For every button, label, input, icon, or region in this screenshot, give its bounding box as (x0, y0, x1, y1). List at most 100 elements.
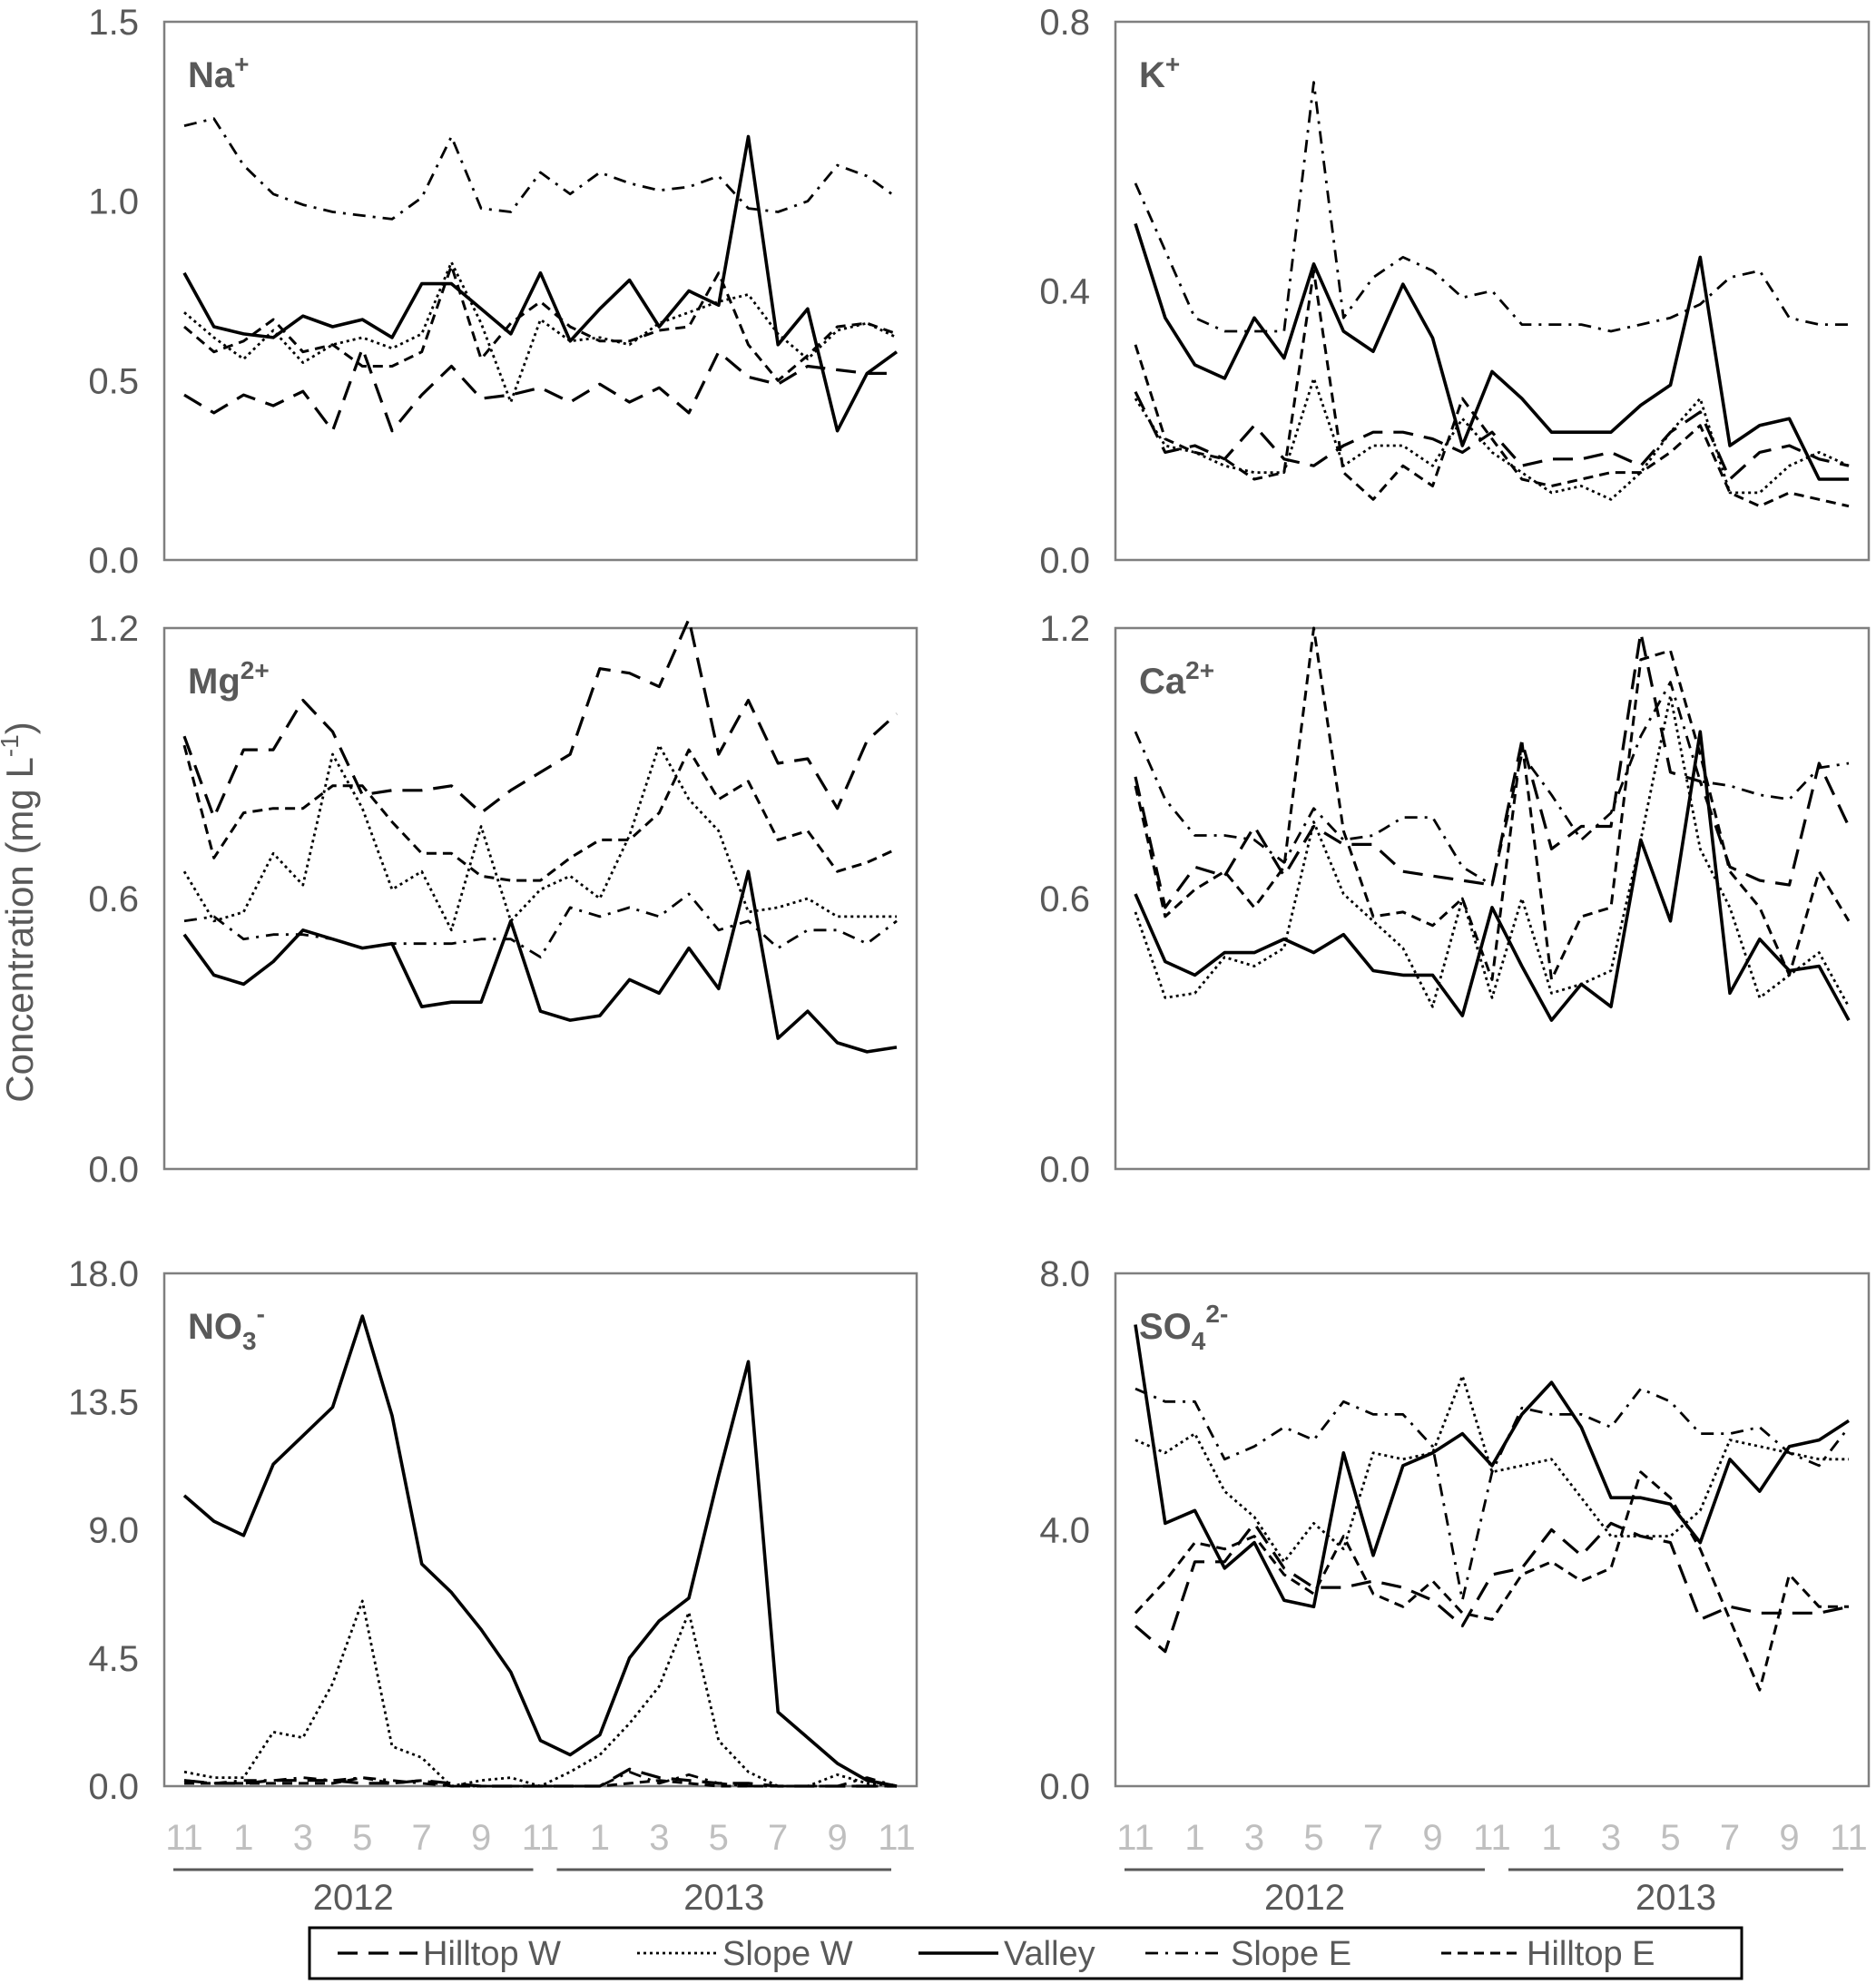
x-tick-label: 1 (1541, 1818, 1561, 1858)
series-line-hilltop-e (183, 264, 898, 382)
legend-box (308, 1926, 1743, 1980)
series-line-slope-w (1134, 694, 1851, 1008)
series-line-slope-w (1134, 377, 1850, 501)
y-tick-label: 4.0 (1039, 1511, 1090, 1551)
x-tick-label: 5 (1303, 1818, 1323, 1858)
series-line-hilltop-e (182, 744, 898, 882)
panel-na: 0.0 0.5 1.0 1.5 Na+ (88, 3, 918, 581)
x-tick-label: 9 (827, 1818, 847, 1858)
series-line-hilltop-e (1134, 1470, 1849, 1692)
x-tick-label: 3 (649, 1818, 669, 1858)
legend: Hilltop W Slope W Valley Slope E Hilltop E (308, 1926, 1743, 1980)
y-tick-label: 0.6 (1039, 879, 1090, 919)
legend-label: Slope E (1231, 1935, 1351, 1973)
series-line-slope-w (182, 743, 897, 932)
y-tick-label: 13.5 (68, 1382, 139, 1422)
y-tick-label: 8.0 (1039, 1254, 1090, 1294)
legend-label: Hilltop E (1527, 1935, 1655, 1973)
plot-frame (1114, 626, 1871, 1171)
x-tick-label: 1 (233, 1818, 253, 1858)
year-label: 2013 (683, 1878, 764, 1918)
plot-frame (1114, 1272, 1871, 1788)
x-tick-label: 5 (1660, 1818, 1680, 1858)
series-line-hilltop-e (1134, 626, 1851, 981)
series-line-hilltop-w (1134, 390, 1850, 481)
series-line-valley (1134, 222, 1849, 481)
panel-title: Mg2+ (188, 656, 270, 702)
legend-label: Valley (1004, 1935, 1095, 1973)
y-tick-label: 0.0 (88, 541, 139, 581)
x-tick-label: 5 (709, 1818, 729, 1858)
x-tick-label: 3 (1601, 1818, 1621, 1858)
x-tick-label: 11 (522, 1818, 560, 1858)
x-tick-label: 9 (1422, 1818, 1442, 1858)
series-line-slope-e (1134, 1387, 1851, 1602)
year-label: 2013 (1635, 1878, 1716, 1918)
x-tick-label: 9 (471, 1818, 491, 1858)
series-line-slope-e (183, 892, 898, 958)
x-tick-label: 11 (1116, 1818, 1154, 1858)
y-tick-label: 18.0 (68, 1254, 139, 1294)
panel-title: K+ (1139, 50, 1180, 95)
y-tick-label: 0.4 (1039, 272, 1090, 312)
panel-title: SO42- (1139, 1300, 1228, 1355)
x-tick-label: 11 (1473, 1818, 1511, 1858)
panel-title: Na+ (188, 50, 250, 95)
panel-title: NO3- (188, 1300, 265, 1355)
x-tick-label: 11 (878, 1818, 916, 1858)
x-tick-label: 3 (1244, 1818, 1264, 1858)
y-tick-label: 1.2 (1039, 609, 1090, 649)
series-line-slope-w (1134, 1374, 1849, 1564)
x-tick-label: 11 (1830, 1818, 1868, 1858)
year-label: 2012 (1264, 1878, 1345, 1918)
series-line-valley (1134, 1324, 1850, 1609)
x-tick-label: 1 (1184, 1818, 1204, 1858)
panel-mg2: 0.0 0.6 1.2 Mg2+ (88, 609, 918, 1190)
x-tick-label: 7 (1720, 1818, 1740, 1858)
x-tick-label: 9 (1779, 1818, 1799, 1858)
series-line-valley (182, 134, 899, 433)
plot-frame (162, 626, 918, 1171)
series-line-slope-e (183, 117, 898, 221)
y-tick-label: 0.0 (1039, 541, 1090, 581)
plot-frame (1114, 20, 1871, 562)
y-tick-label: 0.0 (1039, 1150, 1090, 1190)
y-tick-label: 0.0 (1039, 1767, 1090, 1807)
panel-ca2: 0.0 0.6 1.2 Ca2+ (1039, 609, 1871, 1190)
x-tick-label: 7 (412, 1818, 432, 1858)
y-tick-label: 0.6 (88, 879, 139, 919)
series-line-valley (182, 869, 898, 1054)
series-line-hilltop-w (182, 617, 899, 820)
y-axis-label: Concentration (mg L-1) (0, 722, 41, 1102)
y-tick-label: 4.5 (88, 1639, 139, 1679)
series-line-hilltop-e (1134, 269, 1850, 508)
legend-label: Hilltop W (423, 1935, 561, 1973)
plot-frame (162, 1272, 918, 1788)
y-tick-label: 1.0 (88, 182, 139, 222)
x-tick-label: 5 (352, 1818, 372, 1858)
panel-title: Ca2+ (1139, 656, 1214, 702)
x-tick-label: 1 (590, 1818, 610, 1858)
y-tick-label: 0.0 (88, 1150, 139, 1190)
series-line-valley (182, 1314, 898, 1788)
y-tick-label: 0.8 (1039, 3, 1090, 43)
series-line-hilltop-w (1134, 631, 1851, 909)
x-tick-label: 7 (1363, 1818, 1383, 1858)
series-line-slope-e (1134, 81, 1849, 333)
y-tick-label: 9.0 (88, 1511, 139, 1551)
y-tick-label: 1.2 (88, 609, 139, 649)
y-tick-label: 0.0 (88, 1767, 139, 1807)
series-line-hilltop-e (184, 1776, 897, 1788)
legend-label: Slope W (722, 1935, 853, 1973)
series-line-hilltop-w (1134, 1521, 1850, 1654)
series-line-hilltop-w (183, 347, 897, 433)
x-tick-label: 7 (768, 1818, 788, 1858)
y-tick-label: 0.5 (88, 361, 139, 401)
plot-frame (162, 20, 918, 562)
x-tick-label: 11 (165, 1818, 203, 1858)
x-tick-label: 3 (293, 1818, 313, 1858)
series-line-valley (1134, 730, 1851, 1022)
